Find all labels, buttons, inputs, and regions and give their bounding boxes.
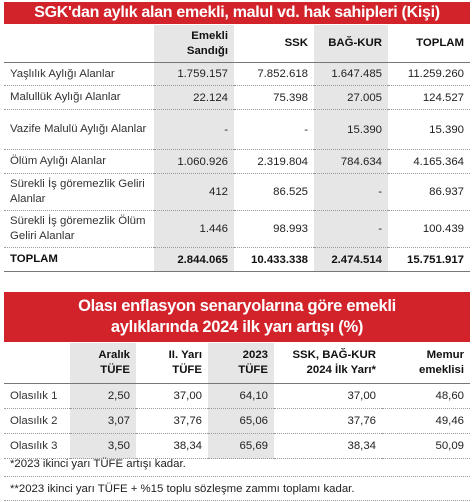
cell: 15.751.917: [388, 247, 470, 272]
header-cell: [4, 25, 154, 63]
divider: [4, 500, 470, 501]
cell: 65,69: [208, 433, 274, 459]
cell: 1.647.485: [314, 62, 388, 86]
header-cell: SSK: [234, 25, 314, 63]
table-row: Olasılık 2 3,07 37,76 65,06 37,76 49,46: [4, 408, 470, 434]
cell: 38,34: [274, 433, 382, 459]
cell: 784.634: [314, 149, 388, 174]
cell: 1.759.157: [154, 62, 234, 86]
row-label: Olasılık 1: [4, 383, 70, 409]
row-label: Malullük Aylığı Alanlar: [4, 85, 154, 110]
cell: 100.439: [388, 210, 470, 248]
header-cell: BAĞ-KUR: [314, 25, 388, 63]
cell: 37,00: [274, 383, 382, 409]
cell: 48,60: [382, 383, 470, 409]
row-label: Sürekli İş göremezlik Ölüm Geliri Alanla…: [4, 210, 154, 248]
header-cell: Emekli Sandığı: [154, 25, 234, 63]
cell: 10.433.338: [234, 247, 314, 272]
table-row: Malullük Aylığı Alanlar 22.124 75.398 27…: [4, 85, 470, 110]
header-cell: SSK, BAĞ-KUR 2024 İlk Yarı*: [274, 343, 382, 384]
header-cell: Memur emeklisi: [382, 343, 470, 384]
header-cell: 2023 TÜFE: [208, 343, 274, 384]
cell: 37,76: [136, 408, 208, 434]
row-label: Olasılık 3: [4, 433, 70, 459]
row-label: TOPLAM: [4, 247, 154, 272]
table-row: Sürekli İş göremezlik Geliri Alanlar 412…: [4, 173, 470, 211]
table-row: Yaşlılık Aylığı Alanlar 1.759.157 7.852.…: [4, 62, 470, 86]
cell: 22.124: [154, 85, 234, 110]
cell: 75.398: [234, 85, 314, 110]
header-cell: II. Yarı TÜFE: [136, 343, 208, 384]
cell: 4.165.364: [388, 149, 470, 174]
cell: -: [154, 109, 234, 150]
table2-title-line1: Olası enflasyon senaryolarına göre emekl…: [78, 297, 396, 315]
table-row: Olasılık 1 2,50 37,00 64,10 37,00 48,60: [4, 383, 470, 409]
cell: 98.993: [234, 210, 314, 248]
table2-title: Olası enflasyon senaryolarına göre emekl…: [4, 292, 470, 342]
cell: 3,50: [70, 433, 136, 459]
row-label: Yaşlılık Aylığı Alanlar: [4, 62, 154, 86]
cell: 38,34: [136, 433, 208, 459]
cell: 7.852.618: [234, 62, 314, 86]
table-header-row: Aralık TÜFE II. Yarı TÜFE 2023 TÜFE SSK,…: [4, 343, 470, 384]
divider: [4, 476, 470, 477]
table-row: Olasılık 3 3,50 38,34 65,69 38,34 50,09: [4, 433, 470, 459]
cell: 2.474.514: [314, 247, 388, 272]
table-header-row: Emekli Sandığı SSK BAĞ-KUR TOPLAM: [4, 25, 470, 63]
inflation-scenarios-table: Aralık TÜFE II. Yarı TÜFE 2023 TÜFE SSK,…: [4, 343, 470, 459]
cell: 1.060.926: [154, 149, 234, 174]
cell: 27.005: [314, 85, 388, 110]
total-row: TOPLAM 2.844.065 10.433.338 2.474.514 15…: [4, 247, 470, 272]
header-cell: TOPLAM: [388, 25, 470, 63]
cell: 11.259.260: [388, 62, 470, 86]
cell: 64,10: [208, 383, 274, 409]
cell: 49,46: [382, 408, 470, 434]
cell: 3,07: [70, 408, 136, 434]
cell: 2.844.065: [154, 247, 234, 272]
cell: 124.527: [388, 85, 470, 110]
table1-title: SGK'dan aylık alan emekli, malul vd. hak…: [4, 2, 470, 24]
cell: 86.937: [388, 173, 470, 211]
cell: 2,50: [70, 383, 136, 409]
cell: 50,09: [382, 433, 470, 459]
cell: 412: [154, 173, 234, 211]
header-cell: Aralık TÜFE: [70, 343, 136, 384]
pensioners-table: Emekli Sandığı SSK BAĞ-KUR TOPLAM Yaşlıl…: [4, 25, 470, 272]
cell: 1.446: [154, 210, 234, 248]
header-cell: [4, 343, 70, 384]
table-row: Ölüm Aylığı Alanlar 1.060.926 2.319.804 …: [4, 149, 470, 174]
table-row: Vazife Malulü Aylığı Alanlar - - 15.390 …: [4, 109, 470, 150]
cell: 37,76: [274, 408, 382, 434]
row-label: Sürekli İş göremezlik Geliri Alanlar: [4, 173, 154, 211]
row-label: Ölüm Aylığı Alanlar: [4, 149, 154, 174]
cell: 86.525: [234, 173, 314, 211]
footnote-2: **2023 ikinci yarı TÜFE + %15 toplu sözl…: [10, 483, 355, 495]
cell: 65,06: [208, 408, 274, 434]
cell: 2.319.804: [234, 149, 314, 174]
cell: -: [234, 109, 314, 150]
cell: -: [314, 210, 388, 248]
cell: 37,00: [136, 383, 208, 409]
table2-title-line2: aylıklarında 2024 ilk yarı artışı (%): [110, 318, 364, 336]
row-label: Olasılık 2: [4, 408, 70, 434]
row-label: Vazife Malulü Aylığı Alanlar: [4, 109, 154, 150]
cell: -: [314, 173, 388, 211]
cell: 15.390: [314, 109, 388, 150]
table-row: Sürekli İş göremezlik Ölüm Geliri Alanla…: [4, 210, 470, 248]
footnote-1: *2023 ikinci yarı TÜFE artışı kadar.: [10, 458, 186, 470]
cell: 15.390: [388, 109, 470, 150]
